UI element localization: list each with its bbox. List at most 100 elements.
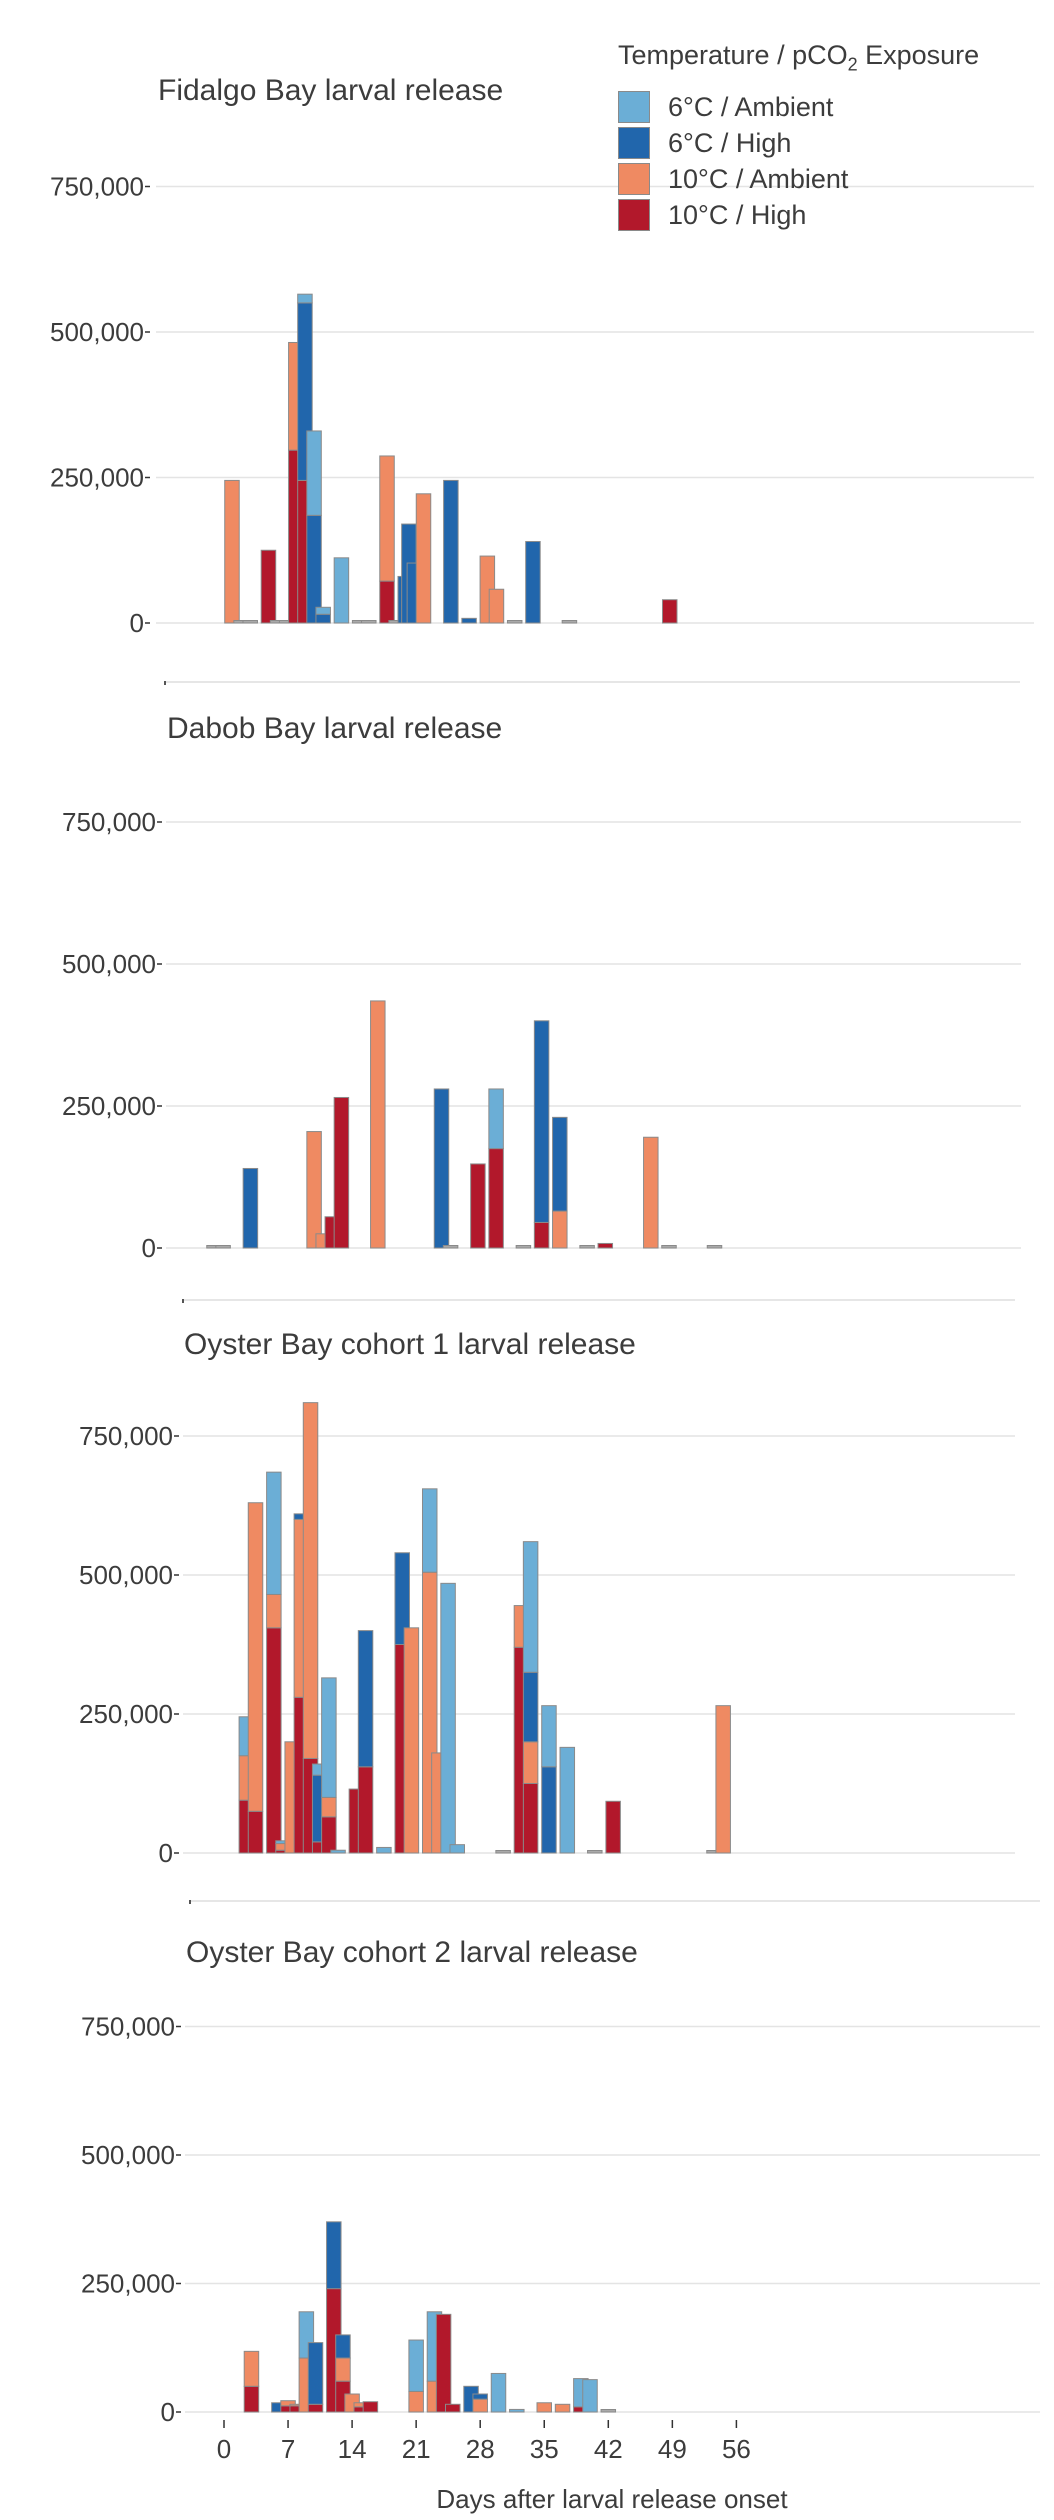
chart-panels: 0 250,000 500,000 750,000 Fidalgo Bay larval…	[50, 74, 1040, 2427]
bar-segment-6c-ambient	[306, 430, 322, 516]
bar-segment-10c-ambient	[488, 588, 505, 624]
bar-segment-6c-ambient	[541, 1705, 557, 1768]
bar-segment-10c-ambient	[715, 1705, 731, 1854]
legend-item-6c-high: 6°C / High	[618, 125, 979, 161]
bar-segment-6c-ambient	[376, 1846, 392, 1854]
panel-title: Oyster Bay cohort 1 larval release	[184, 1328, 636, 1361]
bar-segment-10c-high	[661, 599, 678, 624]
bar-segment-10c-high	[522, 1783, 539, 1854]
x-tick-label: 7	[281, 2434, 295, 2464]
bar-segment-6c-high	[443, 479, 459, 624]
bar-segment-10c-ambient	[552, 1210, 568, 1249]
bar-segment-6c-high	[433, 1088, 450, 1249]
y-tick-label: 250,000	[81, 2269, 175, 2299]
panel-title: Fidalgo Bay larval release	[158, 74, 503, 107]
panel-separator-tick	[164, 681, 166, 685]
chart-panel-1: 0 250,000 500,000 750,000 Fidalgo Bay larval…	[50, 74, 1034, 685]
bar-segment-10c-ambient	[266, 1593, 282, 1629]
bar-segment-10c-ambient	[302, 1402, 319, 1759]
x-tick-group: 0 7 14 21 28 35 42 49 56	[217, 2420, 751, 2464]
bar-segment-6c-ambient	[509, 2408, 525, 2413]
bar-segment-10c-ambient	[247, 1502, 264, 1812]
bar-segment-10c-ambient	[306, 1131, 322, 1249]
bar-segment-10c-ambient	[379, 455, 395, 582]
bar-segment-6c-ambient	[333, 557, 350, 624]
bar-segment-10c-ambient	[554, 2403, 571, 2413]
bar-segment-6c-high	[541, 1766, 557, 1854]
x-axis: 0 7 14 21 28 35 42 49 56 Days after larval relea…	[217, 2420, 788, 2514]
legend-label-10c-ambient: 10°C / Ambient	[668, 163, 849, 194]
bar-segment-6c-ambient	[506, 620, 523, 624]
bar-segment-10c-high	[266, 1627, 282, 1854]
bar-segment-10c-ambient	[408, 2390, 424, 2413]
legend-item-6c-ambient: 6°C / Ambient	[618, 89, 979, 125]
bar-segment-6c-high	[315, 613, 331, 624]
chart-panel-3: 0 250,000 500,000 750,000 Oyster Bay cohort …	[79, 1328, 1040, 1904]
x-axis-label: Days after larval release onset	[436, 2484, 788, 2514]
y-tick-label: 0	[161, 2397, 175, 2427]
y-tick-label: 500,000	[81, 2140, 175, 2170]
bar-segment-6c-ambient	[315, 606, 331, 615]
bar-segment-10c-high	[357, 1766, 374, 1854]
bar-segment-6c-high	[472, 2393, 488, 2400]
bar-segment-6c-ambient	[495, 1850, 511, 1854]
bar-segment-10c-high	[605, 1800, 621, 1854]
y-tick-label: 250,000	[50, 463, 144, 493]
bar-segment-6c-ambient	[449, 1844, 465, 1854]
bar-segment-10c-ambient	[321, 1796, 337, 1818]
legend-key-10c-high	[618, 199, 650, 232]
legend-label-6c-ambient: 6°C / Ambient	[668, 91, 834, 122]
y-tick-label: 750,000	[50, 172, 144, 202]
bar-segment-6c-ambient	[297, 293, 313, 304]
bar-segment-6c-ambient	[242, 620, 258, 624]
x-tick-label: 14	[338, 2434, 367, 2464]
bar-segment-10c-ambient	[472, 2398, 488, 2413]
bar-segment-10c-ambient	[522, 1741, 539, 1785]
panel-separator-tick	[182, 1299, 184, 1303]
bar-segment-6c-ambient	[559, 1746, 576, 1854]
bar-segment-6c-high	[525, 541, 541, 624]
legend-label-6c-high: 6°C / High	[668, 127, 792, 158]
bar-segment-6c-ambient	[661, 1245, 677, 1249]
bar-segment-6c-ambient	[266, 1471, 282, 1595]
bar-segment-10c-high	[435, 2313, 452, 2413]
bar-segment-10c-high	[597, 1242, 614, 1249]
y-tick-label: 750,000	[79, 1421, 173, 1451]
bar-segment-6c-ambient	[421, 1488, 438, 1573]
y-tick-label: 500,000	[62, 949, 156, 979]
chart-panel-4: 0 250,000 500,000 750,000 Oyster Bay cohort …	[81, 1936, 1040, 2427]
x-tick-label: 49	[658, 2434, 687, 2464]
bar-segment-6c-high	[335, 2334, 351, 2359]
bar-segment-10c-high	[333, 1096, 350, 1249]
bar-segment-10c-ambient	[370, 1000, 386, 1249]
bar-segment-10c-high	[260, 549, 277, 624]
x-tick-label: 28	[466, 2434, 495, 2464]
y-tick-label: 0	[159, 1838, 173, 1868]
bar-segment-6c-ambient	[488, 1088, 504, 1150]
bar-segment-10c-ambient	[335, 2357, 351, 2382]
bar-segment-10c-ambient	[643, 1136, 659, 1249]
bar-segment-10c-high	[533, 1221, 550, 1249]
y-tick-label: 0	[142, 1233, 156, 1263]
legend-key-10c-ambient	[618, 163, 650, 196]
bar-segment-10c-high	[470, 1163, 486, 1249]
bar-segment-6c-ambient	[440, 1582, 456, 1854]
y-tick-label: 750,000	[62, 807, 156, 837]
y-tick-label: 250,000	[79, 1699, 173, 1729]
legend-title-suffix: Exposure	[857, 40, 980, 70]
x-tick-label: 35	[530, 2434, 559, 2464]
bar-segment-6c-ambient	[361, 620, 377, 624]
bar-segment-6c-high	[394, 1552, 410, 1646]
x-tick-label: 21	[402, 2434, 431, 2464]
bar-segment-10c-high	[243, 2385, 260, 2413]
bar-segment-6c-ambient	[408, 2339, 424, 2392]
bar-segment-10c-ambient	[280, 2400, 296, 2407]
bar-segment-6c-high	[307, 2342, 324, 2405]
legend-title: Temperature / pCO2 Exposure	[618, 40, 979, 75]
bar-segment-6c-high	[522, 1671, 539, 1743]
y-tick-label: 500,000	[79, 1560, 173, 1590]
bar-segment-10c-high	[307, 2403, 324, 2413]
bar-segment-10c-high	[247, 1810, 264, 1854]
bar-segment-6c-ambient	[582, 2379, 598, 2413]
